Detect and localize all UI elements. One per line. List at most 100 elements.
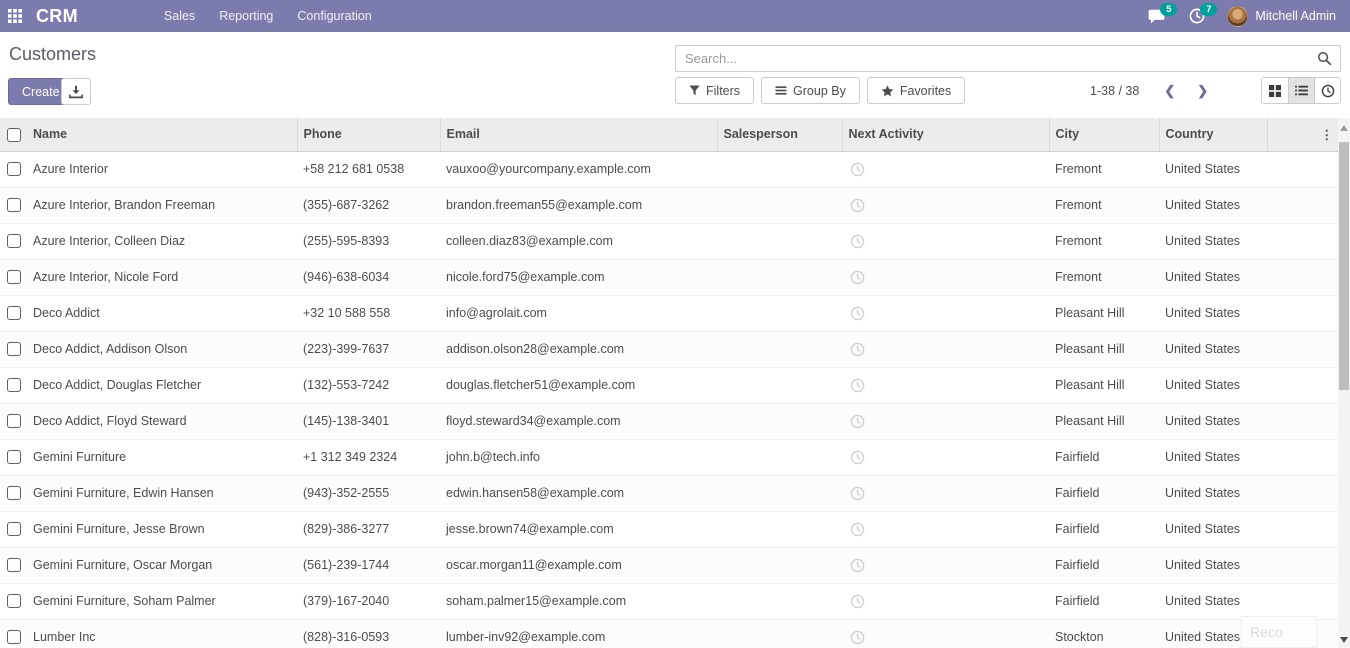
customer-next-activity-cell[interactable]	[842, 295, 1049, 332]
menu-configuration[interactable]: Configuration	[297, 9, 372, 23]
customer-next-activity-cell[interactable]	[842, 367, 1049, 404]
row-checkbox[interactable]	[6, 450, 21, 465]
customer-phone-cell[interactable]: (943)-352-2555	[297, 475, 440, 512]
row-checkbox[interactable]	[6, 630, 21, 645]
next-page-button[interactable]: ❯	[1186, 77, 1219, 104]
user-menu-button[interactable]: Mitchell Admin	[1217, 0, 1340, 32]
customer-next-activity-cell[interactable]	[842, 547, 1049, 584]
customer-phone-cell[interactable]: (145)-138-3401	[297, 403, 440, 440]
table-row[interactable]: Gemini Furniture, Oscar Morgan (561)-239…	[0, 547, 1338, 584]
customer-city-cell[interactable]: Pleasant Hill	[1049, 367, 1159, 404]
customer-next-activity-cell[interactable]	[842, 151, 1049, 188]
customer-email-cell[interactable]: addison.olson28@example.com	[440, 331, 717, 368]
row-checkbox[interactable]	[6, 558, 21, 573]
customer-next-activity-cell[interactable]	[842, 439, 1049, 476]
customer-phone-cell[interactable]: (946)-638-6034	[297, 259, 440, 296]
customer-phone-cell[interactable]: (355)-687-3262	[297, 187, 440, 224]
row-checkbox[interactable]	[6, 414, 21, 429]
table-row[interactable]: Gemini Furniture, Soham Palmer (379)-167…	[0, 583, 1338, 620]
customer-city-cell[interactable]: Fairfield	[1049, 475, 1159, 512]
customer-city-cell[interactable]: Fairfield	[1049, 511, 1159, 548]
customer-city-cell[interactable]: Fairfield	[1049, 439, 1159, 476]
customer-next-activity-cell[interactable]	[842, 403, 1049, 440]
customer-city-cell[interactable]: Fairfield	[1049, 547, 1159, 584]
customer-salesperson-cell[interactable]	[717, 619, 842, 648]
customer-country-cell[interactable]: United States	[1159, 367, 1267, 404]
table-row[interactable]: Gemini Furniture, Jesse Brown (829)-386-…	[0, 511, 1338, 548]
customer-email-cell[interactable]: jesse.brown74@example.com	[440, 511, 717, 548]
customer-country-cell[interactable]: United States	[1159, 295, 1267, 332]
customer-phone-cell[interactable]: (255)-595-8393	[297, 223, 440, 260]
customer-phone-cell[interactable]: +58 212 681 0538	[297, 151, 440, 188]
customer-next-activity-cell[interactable]	[842, 331, 1049, 368]
vertical-scrollbar[interactable]	[1338, 118, 1350, 648]
customer-phone-cell[interactable]: (829)-386-3277	[297, 511, 440, 548]
row-checkbox[interactable]	[6, 162, 21, 177]
customer-country-cell[interactable]: United States	[1159, 187, 1267, 224]
row-checkbox[interactable]	[6, 234, 21, 249]
apps-menu-button[interactable]	[0, 0, 30, 32]
scroll-down-arrow-icon[interactable]	[1340, 637, 1348, 643]
customer-next-activity-cell[interactable]	[842, 223, 1049, 260]
group-by-button[interactable]: Group By	[761, 77, 860, 104]
optional-columns-toggle[interactable]: ⋮	[1267, 118, 1338, 152]
customer-country-cell[interactable]: United States	[1159, 223, 1267, 260]
customer-email-cell[interactable]: nicole.ford75@example.com	[440, 259, 717, 296]
row-checkbox[interactable]	[6, 522, 21, 537]
customer-name-cell[interactable]: Deco Addict	[27, 295, 297, 332]
kanban-view-button[interactable]	[1262, 78, 1288, 103]
header-name[interactable]: Name	[27, 118, 298, 152]
row-checkbox[interactable]	[6, 198, 21, 213]
search-icon[interactable]	[1317, 51, 1332, 66]
customer-name-cell[interactable]: Gemini Furniture	[27, 439, 297, 476]
customer-city-cell[interactable]: Fremont	[1049, 151, 1159, 188]
customer-email-cell[interactable]: oscar.morgan11@example.com	[440, 547, 717, 584]
customer-name-cell[interactable]: Gemini Furniture, Oscar Morgan	[27, 547, 297, 584]
header-email[interactable]: Email	[440, 118, 718, 152]
list-view-button[interactable]	[1288, 78, 1314, 103]
customer-name-cell[interactable]: Azure Interior, Colleen Diaz	[27, 223, 297, 260]
header-city[interactable]: City	[1049, 118, 1160, 152]
row-checkbox[interactable]	[6, 378, 21, 393]
customer-country-cell[interactable]: United States	[1159, 475, 1267, 512]
customer-salesperson-cell[interactable]	[717, 583, 842, 620]
customer-country-cell[interactable]: United States	[1159, 439, 1267, 476]
header-phone[interactable]: Phone	[297, 118, 441, 152]
export-button[interactable]	[61, 78, 91, 105]
table-row[interactable]: Lumber Inc (828)-316-0593 lumber-inv92@e…	[0, 619, 1338, 648]
customer-next-activity-cell[interactable]	[842, 475, 1049, 512]
table-row[interactable]: Azure Interior, Nicole Ford (946)-638-60…	[0, 259, 1338, 296]
customer-city-cell[interactable]: Stockton	[1049, 619, 1159, 648]
customer-name-cell[interactable]: Azure Interior, Nicole Ford	[27, 259, 297, 296]
table-row[interactable]: Deco Addict, Floyd Steward (145)-138-340…	[0, 403, 1338, 440]
row-checkbox[interactable]	[6, 342, 21, 357]
customer-salesperson-cell[interactable]	[717, 295, 842, 332]
customer-salesperson-cell[interactable]	[717, 367, 842, 404]
scrollbar-thumb[interactable]	[1339, 142, 1349, 390]
customer-next-activity-cell[interactable]	[842, 511, 1049, 548]
table-row[interactable]: Gemini Furniture, Edwin Hansen (943)-352…	[0, 475, 1338, 512]
search-input[interactable]	[676, 51, 1317, 66]
customer-country-cell[interactable]: United States	[1159, 583, 1267, 620]
customer-country-cell[interactable]: United States	[1159, 151, 1267, 188]
customer-country-cell[interactable]: United States	[1159, 511, 1267, 548]
customer-country-cell[interactable]: United States	[1159, 403, 1267, 440]
customer-city-cell[interactable]: Pleasant Hill	[1049, 295, 1159, 332]
row-checkbox[interactable]	[6, 270, 21, 285]
customer-salesperson-cell[interactable]	[717, 187, 842, 224]
header-salesperson[interactable]: Salesperson	[717, 118, 843, 152]
menu-sales[interactable]: Sales	[163, 9, 196, 23]
customer-salesperson-cell[interactable]	[717, 259, 842, 296]
customer-city-cell[interactable]: Pleasant Hill	[1049, 403, 1159, 440]
activities-menu-button[interactable]: 7	[1177, 0, 1218, 32]
select-all-checkbox[interactable]	[6, 127, 21, 142]
customer-next-activity-cell[interactable]	[842, 259, 1049, 296]
customer-email-cell[interactable]: lumber-inv92@example.com	[440, 619, 717, 648]
customer-phone-cell[interactable]: +1 312 349 2324	[297, 439, 440, 476]
customer-name-cell[interactable]: Azure Interior, Brandon Freeman	[27, 187, 297, 224]
customer-salesperson-cell[interactable]	[717, 151, 842, 188]
customer-salesperson-cell[interactable]	[717, 223, 842, 260]
activity-view-button[interactable]	[1314, 78, 1340, 103]
filters-button[interactable]: Filters	[675, 77, 755, 104]
customer-name-cell[interactable]: Gemini Furniture, Jesse Brown	[27, 511, 297, 548]
